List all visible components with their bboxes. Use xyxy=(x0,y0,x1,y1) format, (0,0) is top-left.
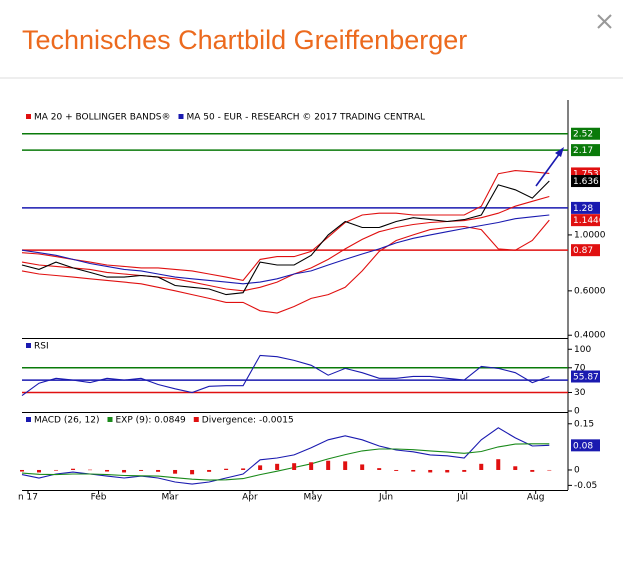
last-value-label: 1.7537 xyxy=(573,169,605,179)
divergence-bar xyxy=(445,469,450,473)
y-tick-label: 30 xyxy=(574,388,586,398)
y-tick-label: 70 xyxy=(574,363,586,373)
x-tick-label: n 17 xyxy=(18,493,38,503)
last-value-label: 1.636 xyxy=(573,177,599,187)
divergence-bar xyxy=(394,469,399,471)
last-value-label: 0.08 xyxy=(573,441,593,451)
y-tick-label: 100 xyxy=(574,345,591,355)
divergence-bar xyxy=(173,469,178,474)
divergence-bar xyxy=(530,469,535,472)
x-tick-label: Mar xyxy=(161,493,178,503)
divergence-bar xyxy=(275,463,280,470)
level-label-box xyxy=(571,244,600,257)
legend-label: MA 50 - EUR - RESEARCH © 2017 TRADING CE… xyxy=(187,113,426,123)
divergence-bar xyxy=(105,469,110,472)
legend-label: EXP (9): 0.0849 xyxy=(116,416,187,426)
divergence-bar xyxy=(309,462,314,470)
divergence-bar xyxy=(547,469,552,471)
last-value-label-box xyxy=(571,175,600,188)
legend-label: MA 20 + BOLLINGER BANDS® xyxy=(34,113,171,123)
level-label: 2.52 xyxy=(573,130,593,140)
last-value-label-box xyxy=(571,214,600,227)
divergence-bar xyxy=(326,460,331,470)
close-button[interactable] xyxy=(597,14,612,29)
divergence-bar xyxy=(88,469,93,471)
series-line xyxy=(21,427,550,485)
last-value-label: 55.87 xyxy=(573,373,599,383)
last-value-label: 1.1446 xyxy=(573,216,605,226)
divergence-bar xyxy=(37,469,42,473)
x-tick-label: Jul xyxy=(456,493,468,503)
level-label: 2.17 xyxy=(573,146,593,156)
x-tick-label: Aug xyxy=(527,493,545,503)
divergence-bar xyxy=(428,469,433,473)
divergence-bar xyxy=(224,468,229,470)
y-tick-label: 0.15 xyxy=(574,419,594,429)
series-line xyxy=(21,214,550,285)
x-tick-label: Apr xyxy=(242,493,258,503)
series-line xyxy=(21,170,550,282)
divergence-bar xyxy=(343,461,348,470)
level-label-box xyxy=(571,144,600,157)
divergence-bar xyxy=(190,469,195,475)
panel-frame xyxy=(22,100,569,491)
divergence-bar xyxy=(207,469,212,472)
divergence-bar xyxy=(122,469,127,473)
level-label-box xyxy=(571,127,600,140)
trend-arrow xyxy=(535,147,564,187)
dialog-title: Technisches Chartbild Greiffenberger xyxy=(22,25,467,55)
legend-label: MACD (26, 12) xyxy=(34,416,100,426)
series-line xyxy=(21,443,550,481)
divergence-bar xyxy=(241,468,246,470)
chart: 1.0000 0.6000 0.4000 2.52 2.17 1.28 0.87 1.7537… xyxy=(18,113,606,503)
y-tick-label: -0.05 xyxy=(574,481,597,491)
legend-swatch xyxy=(26,343,31,348)
divergence-bar xyxy=(479,463,484,470)
legend-label: RSI xyxy=(34,342,49,352)
divergence-bar xyxy=(496,459,501,470)
legend-swatch xyxy=(178,114,184,119)
level-label: 0.87 xyxy=(573,246,593,256)
legend-swatch xyxy=(107,417,113,422)
level-label-box xyxy=(571,201,600,214)
legend-swatch xyxy=(193,417,199,422)
y-tick-label: 1.0000 xyxy=(574,230,606,240)
series-line xyxy=(21,354,550,397)
divergence-bar xyxy=(71,468,76,470)
divergence-bar xyxy=(360,464,365,470)
y-tick-label: 0.6000 xyxy=(574,286,606,296)
y-tick-label: 0.4000 xyxy=(574,331,606,341)
divergence-bar xyxy=(258,465,263,470)
x-tick-label: Feb xyxy=(91,493,107,503)
divergence-bar xyxy=(513,466,518,470)
legend-swatch xyxy=(26,417,31,422)
divergence-bar xyxy=(292,463,297,470)
series-line xyxy=(21,219,550,314)
legend-label: Divergence: -0.0015 xyxy=(202,416,294,426)
divergence-bar xyxy=(54,469,59,471)
divergence-bar xyxy=(139,469,144,471)
divergence-bar xyxy=(20,469,24,472)
divergence-bar xyxy=(377,468,382,470)
series-line xyxy=(21,195,550,292)
divergence-bar xyxy=(411,469,416,472)
legend-swatch xyxy=(26,114,31,119)
last-value-label-box xyxy=(571,439,600,452)
divergence-bar xyxy=(462,469,467,472)
last-value-label-box xyxy=(571,370,600,383)
divergence-bar xyxy=(156,469,161,472)
level-label: 1.28 xyxy=(573,204,593,214)
x-tick-label: May xyxy=(304,493,323,503)
x-tick-label: Jun xyxy=(378,493,393,503)
series-line xyxy=(21,180,550,296)
y-tick-label: 0 xyxy=(574,465,580,475)
y-tick-label: 0 xyxy=(574,407,580,417)
